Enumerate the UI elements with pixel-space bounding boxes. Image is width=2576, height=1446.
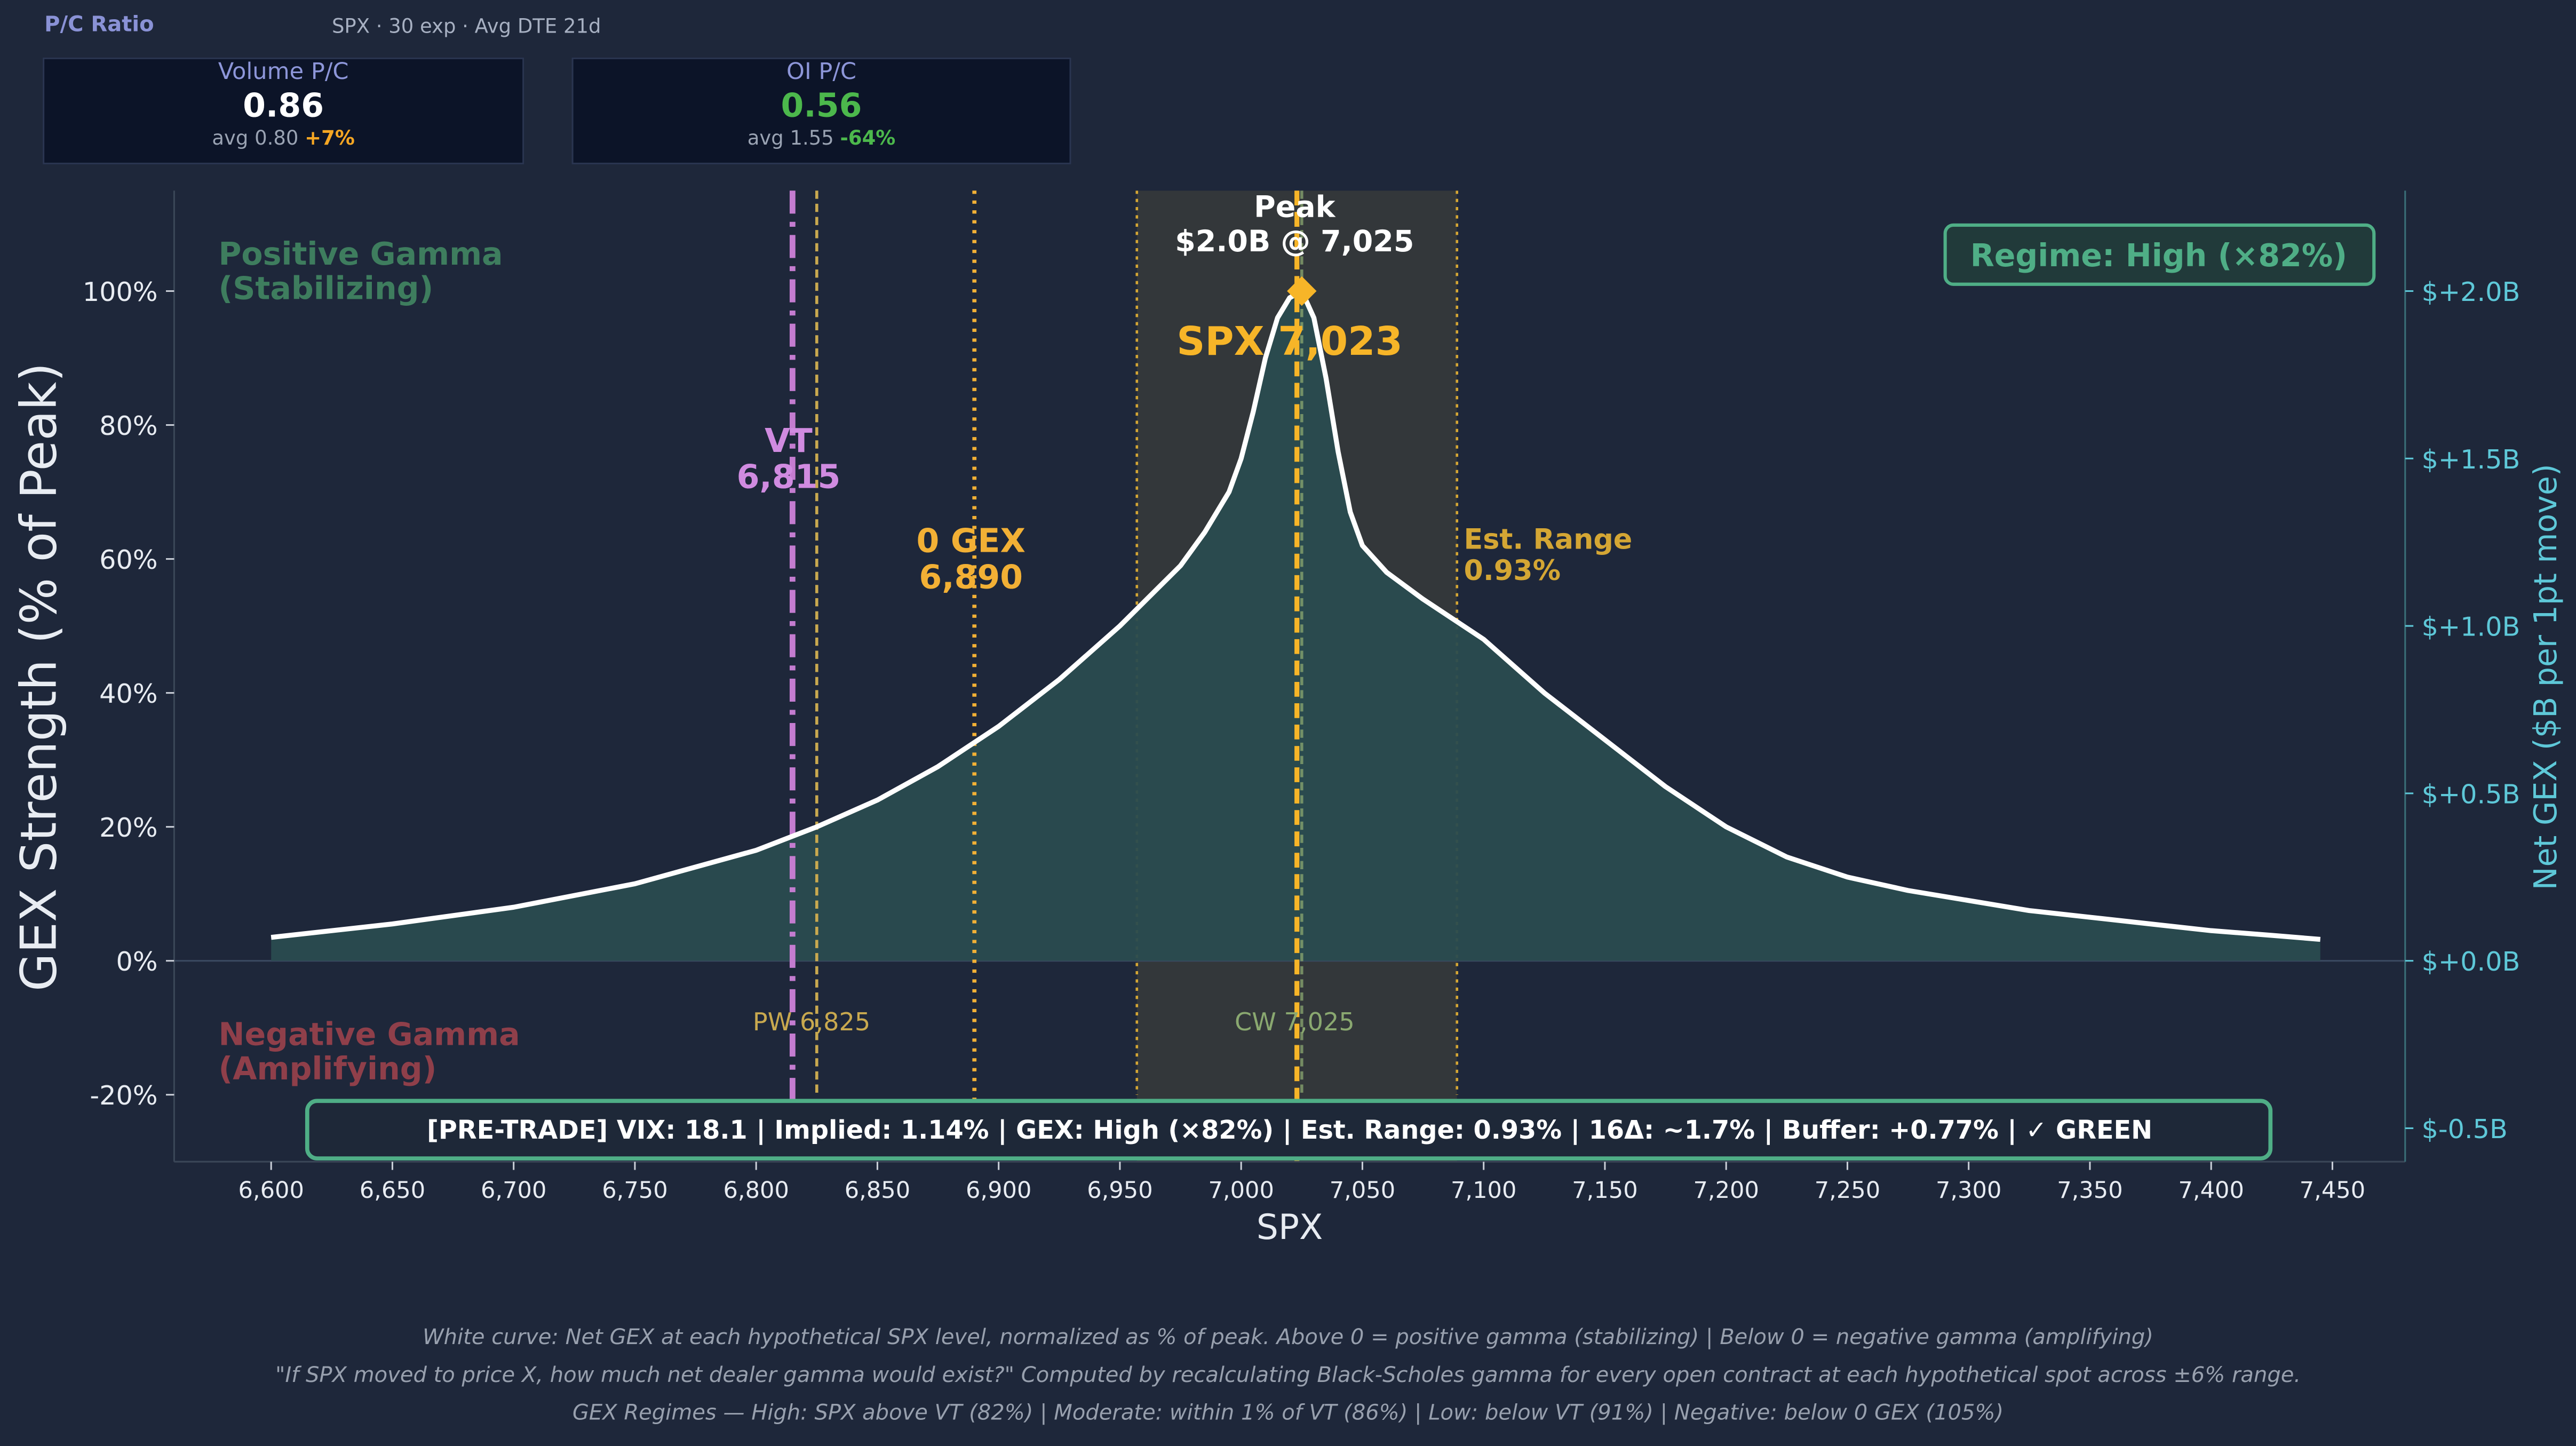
x-tick-label: 7,050 <box>1330 1177 1395 1204</box>
x-tick-label: 7,350 <box>2057 1177 2122 1204</box>
x-tick-label: 6,700 <box>481 1177 546 1204</box>
y-tick-label: 40% <box>99 678 157 709</box>
footer-note-1: White curve: Net GEX at each hypothetica… <box>423 1326 2153 1351</box>
oi-pc-card: OI P/C 0.56 avg 1.55 -64% <box>571 57 1071 164</box>
card-avg-text: avg 1.55 <box>747 126 834 150</box>
y2-tick-label: $+2.0B <box>2422 276 2521 307</box>
footer-note-3: GEX Regimes — High: SPX above VT (82%) |… <box>572 1401 2004 1427</box>
vt-value: 6,815 <box>737 458 841 496</box>
x-tick-label: 6,850 <box>845 1177 910 1204</box>
pretrade-box <box>305 1099 2273 1161</box>
vt-label: VT <box>765 422 813 460</box>
footer-note-2: "If SPX moved to price X, how much net d… <box>275 1363 2301 1389</box>
x-tick-label: 6,800 <box>723 1177 789 1204</box>
card-avg-text: avg 0.80 <box>212 126 299 150</box>
x-axis-title: SPX <box>1257 1207 1323 1248</box>
y2-axis-title: Net GEX ($B per 1pt move) <box>2527 464 2564 890</box>
x-tick-label: 7,000 <box>1208 1177 1274 1204</box>
cw-label: CW 7,025 <box>1235 1007 1355 1036</box>
spx-label: SPX 7,023 <box>1176 319 1403 364</box>
peak-marker <box>1287 276 1317 306</box>
card-label: OI P/C <box>786 59 857 86</box>
x-tick-label: 7,150 <box>1572 1177 1637 1204</box>
x-tick-label: 7,400 <box>2178 1177 2244 1204</box>
y-axis-title: GEX Strength (% of Peak) <box>10 363 68 991</box>
y-tick-label: 80% <box>99 410 157 441</box>
y-tick-label: -20% <box>90 1080 157 1111</box>
negative-gamma-label: Negative Gamma <box>219 1016 520 1053</box>
est-range-label: Est. Range <box>1464 523 1632 556</box>
x-tick-label: 7,250 <box>1815 1177 1880 1204</box>
x-tick-label: 6,750 <box>602 1177 667 1204</box>
card-avg: avg 1.55 -64% <box>574 125 1070 151</box>
x-tick-label: 6,900 <box>966 1177 1031 1204</box>
panel-title: P/C Ratio <box>44 13 154 38</box>
card-label: Volume P/C <box>218 59 349 86</box>
est-range-value: 0.93% <box>1464 554 1561 587</box>
y2-tick-label: $+1.5B <box>2422 444 2521 475</box>
volume-pc-card: Volume P/C 0.86 avg 0.80 +7% <box>43 57 524 164</box>
y-tick-label: 20% <box>99 812 157 843</box>
y2-tick-label: $+0.5B <box>2422 778 2521 809</box>
negative-gamma-sublabel: (Amplifying) <box>219 1051 437 1087</box>
y2-tick-label: $+1.0B <box>2422 611 2521 642</box>
x-tick-label: 7,300 <box>1936 1177 2001 1204</box>
x-tick-label: 6,950 <box>1087 1177 1152 1204</box>
pw-label: PW 6,825 <box>753 1007 870 1036</box>
y2-tick-label: $+0.0B <box>2422 946 2521 977</box>
x-tick-label: 7,100 <box>1451 1177 1516 1204</box>
card-value: 0.86 <box>243 85 324 125</box>
peak-title: Peak <box>1254 190 1336 224</box>
positive-gamma-label: Positive Gamma <box>219 236 503 272</box>
card-change: +7% <box>305 126 355 150</box>
x-tick-label: 7,450 <box>2300 1177 2365 1204</box>
x-tick-label: 7,200 <box>1693 1177 1759 1204</box>
zero-gex-value: 6,890 <box>919 558 1023 596</box>
regime-box <box>1943 223 2376 286</box>
y-tick-label: 60% <box>99 544 157 575</box>
positive-gamma-sublabel: (Stabilizing) <box>219 270 434 306</box>
x-tick-label: 6,600 <box>238 1177 304 1204</box>
panel-subtitle: SPX · 30 exp · Avg DTE 21d <box>331 14 601 38</box>
y2-tick-label: $-0.5B <box>2422 1114 2508 1145</box>
regime-label: Regime: High (×82%) <box>1970 237 2347 274</box>
peak-value: $2.0B @ 7,025 <box>1175 225 1414 259</box>
card-change: -64% <box>840 126 896 150</box>
zero-gex-label: 0 GEX <box>917 522 1025 560</box>
gex-chart: 6,600 6,650 6,700 6,750 6,800 6,850 6,900 6,950… <box>10 190 2564 1248</box>
gex-curve <box>271 288 2321 942</box>
y-tick-label: 0% <box>116 946 157 977</box>
card-value: 0.56 <box>781 85 862 125</box>
y-tick-label: 100% <box>83 276 158 307</box>
pretrade-label: [PRE-TRADE] VIX: 18.1 | Implied: 1.14% |… <box>427 1116 2152 1145</box>
card-avg: avg 0.80 +7% <box>44 125 522 151</box>
x-tick-label: 6,650 <box>360 1177 425 1204</box>
